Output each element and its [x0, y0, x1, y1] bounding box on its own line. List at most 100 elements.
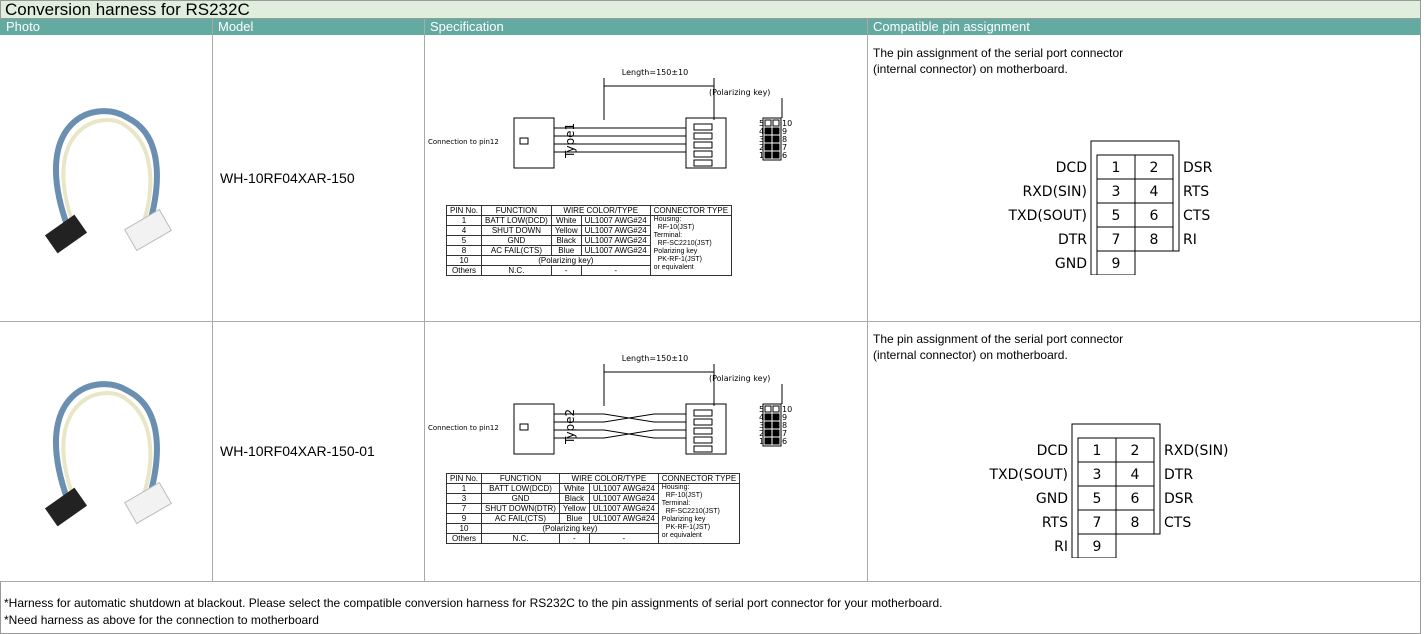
table-cell: 1: [445, 215, 483, 226]
cable-loop: [61, 391, 153, 500]
pin-cell-number: 9: [1093, 539, 1102, 555]
table-cell: BATT LOW(DCD): [481, 483, 560, 494]
column-header: Model: [218, 19, 254, 34]
connector: [123, 481, 173, 525]
pin-signal-left: RTS: [1042, 515, 1068, 531]
pin-signal-right: RI: [1183, 232, 1197, 248]
pin-cell: [1077, 533, 1117, 558]
table-cell: (Polarizing key): [481, 255, 651, 266]
terminal: [693, 427, 713, 435]
pin-number: 5: [759, 119, 764, 128]
table-cell: SHUT DOWN(DTR): [481, 503, 560, 514]
table-cell: 7: [445, 503, 483, 514]
pin-cell-number: 3: [1112, 184, 1121, 200]
pin-signal-left: GND: [1036, 491, 1068, 507]
pin-description: The pin assignment of the serial port co…: [873, 46, 1124, 60]
left-connector: [513, 403, 555, 455]
pin-grid-box: [762, 117, 782, 161]
table-cell: UL1007 AWG#24: [580, 245, 651, 256]
pin-table: PIN No. FUNCTION WIRE COLOR/TYPE CONNECTOR …: [445, 473, 741, 544]
table-header: FUNCTION: [481, 473, 560, 484]
connector-type-line: or equivalent: [661, 532, 702, 539]
table-cell: 3: [445, 493, 483, 504]
connection-label: Connection to pin12: [428, 424, 499, 432]
table-header: PIN No.: [445, 205, 483, 216]
table-row: Others N.C. - -: [445, 533, 740, 544]
table-cell: AC FAIL(CTS): [481, 513, 560, 524]
cable-loop: [53, 381, 160, 503]
pin-cell-number: 5: [1112, 208, 1121, 224]
table-cell: White: [550, 215, 582, 226]
pin-square: [764, 437, 772, 445]
table-header: CONNECTOR TYPE: [657, 473, 741, 484]
pin-number: 6: [782, 437, 787, 446]
pin-square: [772, 119, 780, 127]
wire: [554, 413, 686, 423]
table-cell: Blue: [558, 513, 590, 524]
table-cell: N.C.: [481, 265, 552, 276]
pin-signal-right: DTR: [1164, 467, 1193, 483]
pin-grid-box: [762, 403, 782, 447]
table-cell: 1: [445, 483, 483, 494]
connector-type-line: Terminal:: [661, 500, 691, 507]
pin-square: [772, 151, 780, 159]
pin-description: (internal connector) on motherboard.: [873, 348, 1068, 362]
row-divider: [0, 321, 1421, 322]
pin-number: 1: [759, 151, 764, 160]
pin-signal-left: GND: [1055, 256, 1087, 272]
row-divider: [0, 581, 1421, 582]
pin-number: 8: [782, 135, 787, 144]
pin-cell-number: 7: [1093, 515, 1102, 531]
pin-signal-right: CTS: [1164, 515, 1191, 531]
pin-number: 7: [782, 143, 787, 152]
table-cell: SHUT DOWN: [481, 225, 552, 236]
table-cell: UL1007 AWG#24: [580, 225, 651, 236]
pin-number: 10: [782, 119, 792, 128]
terminal: [693, 409, 713, 417]
pin-grid: 1 2 3 4 5 6 7 8 9 DCD TXD(SOUT) GND RTS RI RXD(SIN) DTR…: [988, 423, 1229, 558]
pin-number: 9: [782, 413, 787, 422]
pin-cell-number: 1: [1093, 443, 1102, 459]
spec-diagram: Length=150±10 (Polarizing key) Connection …: [428, 354, 792, 455]
right-connector: [685, 403, 727, 455]
connector-type: Housing: RF-10(JST) Terminal: RF-SC2210(JST…: [657, 483, 741, 544]
terminal: [693, 159, 713, 167]
pin-signal-left: DCD: [1037, 443, 1068, 459]
left-connector-inner: [519, 137, 529, 145]
polarizing-key: (Polarizing key): [709, 88, 770, 97]
terminal: [693, 141, 713, 149]
table-cell: 5: [445, 235, 483, 246]
table-cell: Others: [445, 533, 483, 544]
terminal: [693, 123, 713, 131]
connector-type-line: RF-SC2210(JST): [657, 240, 712, 247]
table-row: 1 BATT LOW(DCD) White UL1007 AWG#24 Housing:…: [445, 215, 733, 276]
pin-square: [772, 405, 780, 413]
table-row: Others N.C. - -: [445, 265, 732, 276]
table-cell: 4: [445, 225, 483, 236]
connection-label: Connection to pin12: [428, 138, 499, 146]
pin-cell-number: 5: [1093, 491, 1102, 507]
connector-type-line: Polarizing key: [653, 248, 698, 255]
spec-diagram: Length=150±10 (Polarizing key) Connection …: [428, 68, 792, 169]
pin-signal-left: DCD: [1056, 160, 1087, 176]
column-header: Photo: [6, 19, 40, 34]
pin-cell-number: 2: [1150, 160, 1159, 176]
pin-number: 7: [782, 429, 787, 438]
connector: [44, 214, 88, 254]
table-cell: Black: [550, 235, 582, 246]
model: WH-10RF04XAR-150-01: [220, 443, 375, 459]
table-cell: UL1007 AWG#24: [580, 235, 651, 246]
table-cell: (Polarizing key): [481, 523, 659, 534]
pin-cell-number: 4: [1131, 467, 1140, 483]
pin-description: (internal connector) on motherboard.: [873, 62, 1068, 76]
cable-loop: [61, 118, 153, 227]
pin-description: The pin assignment of the serial port co…: [873, 332, 1124, 346]
pin-table: PIN No. FUNCTION WIRE COLOR/TYPE CONNECTOR …: [445, 205, 733, 276]
pin-square: [764, 151, 772, 159]
column-divider: [212, 19, 213, 581]
pin-cell: [1115, 509, 1155, 535]
table-cell: UL1007 AWG#24: [588, 483, 659, 494]
pin-cell-number: 6: [1150, 208, 1159, 224]
photo: [44, 381, 173, 527]
